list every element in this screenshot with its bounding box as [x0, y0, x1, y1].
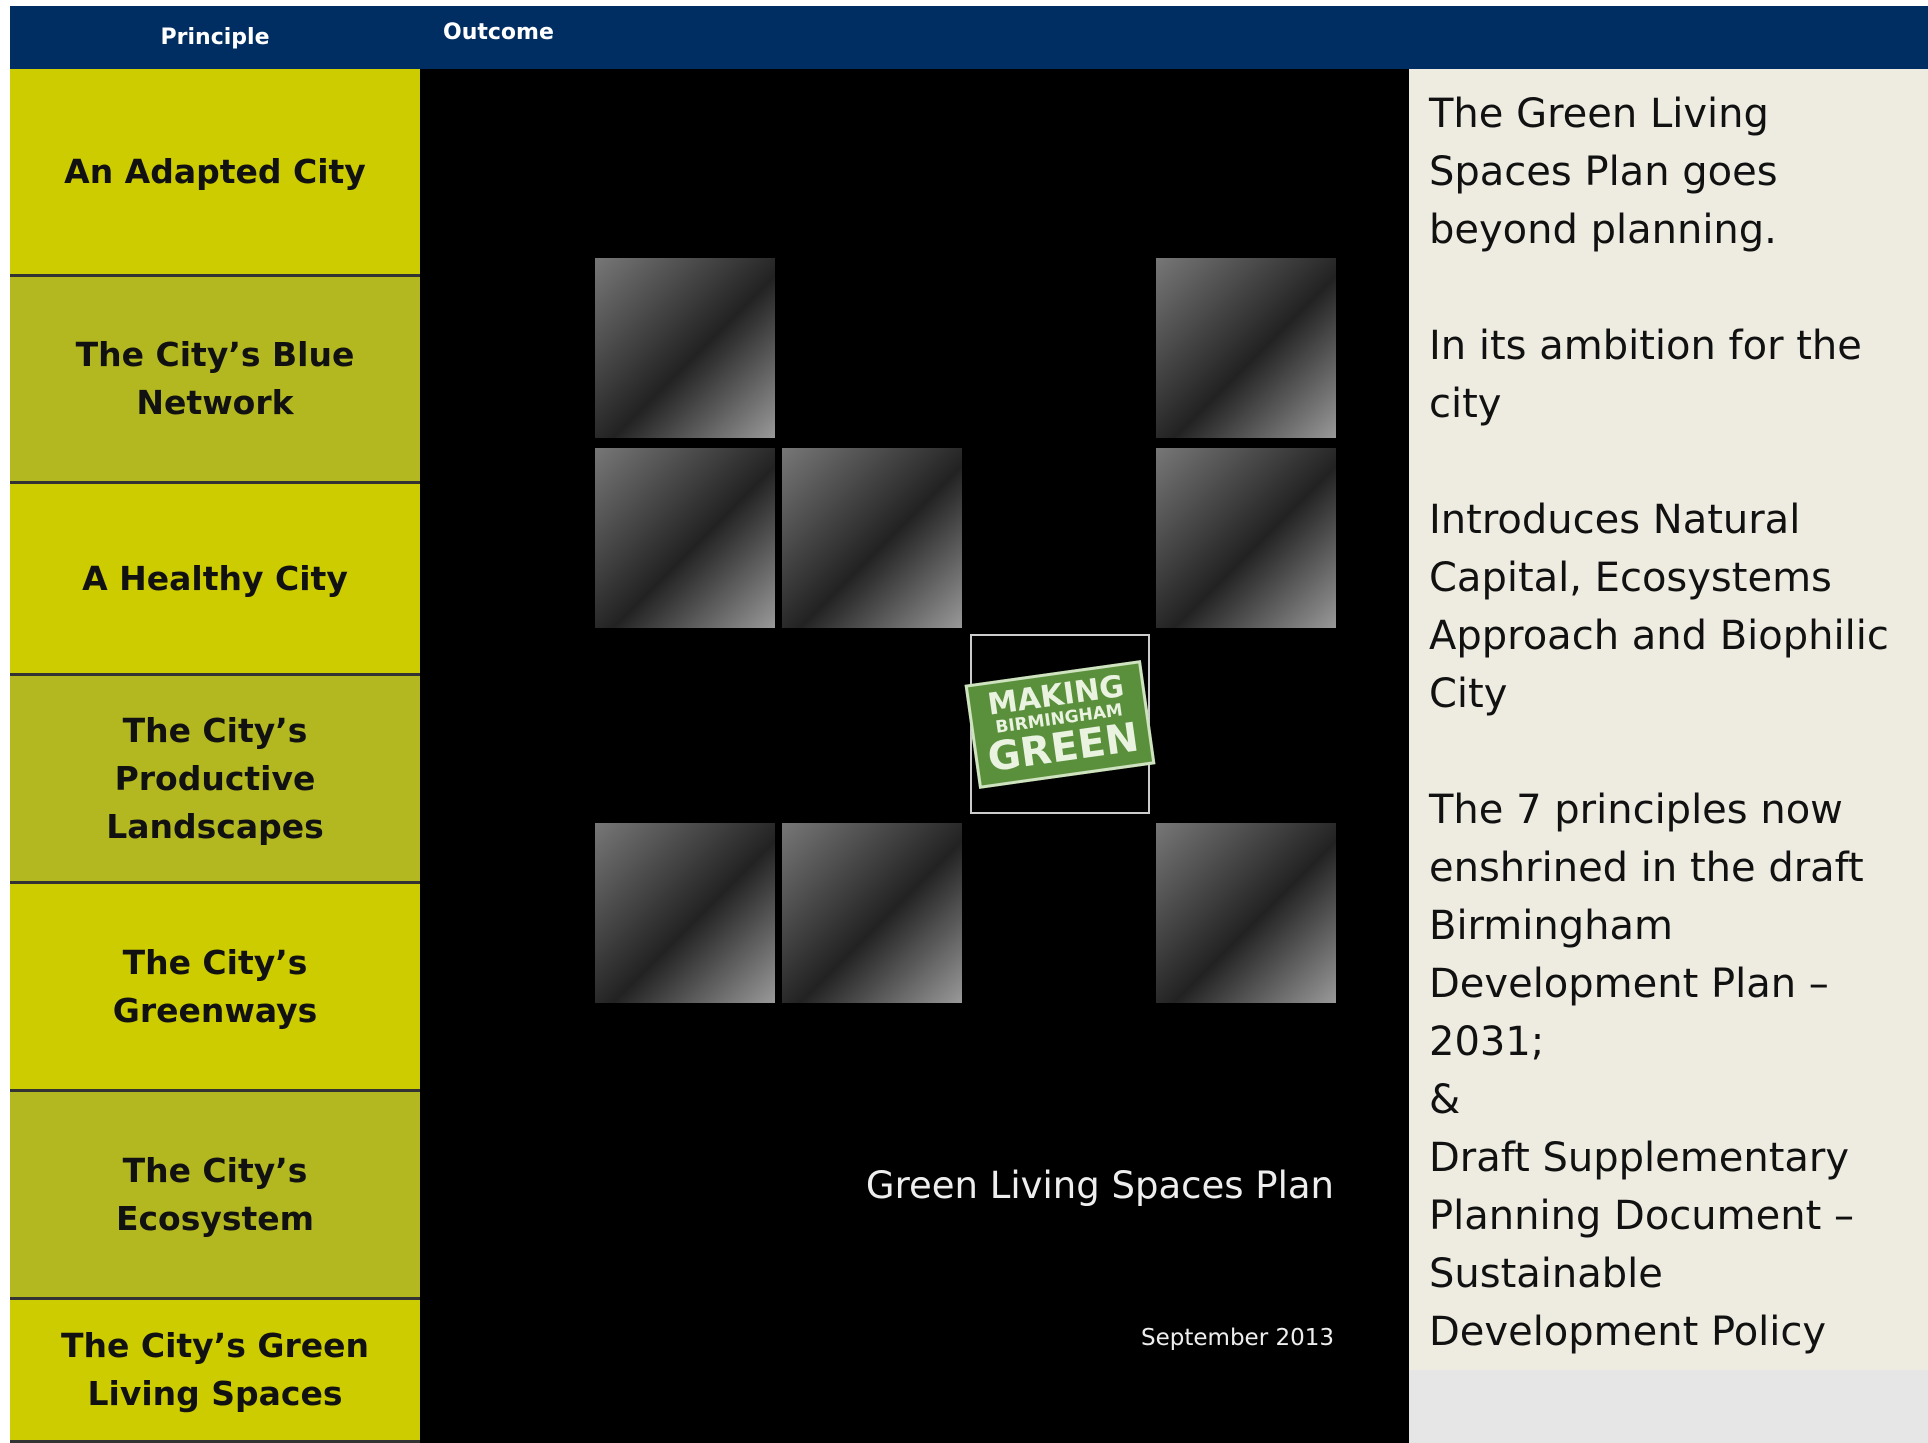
header-outcome: Outcome [443, 6, 554, 69]
photo [782, 448, 962, 628]
photo [1156, 823, 1336, 1003]
principle-cell: The City’s Blue Network [10, 277, 420, 484]
principle-cell: The City’s Green Living Spaces [10, 1300, 420, 1443]
photo [782, 823, 962, 1003]
principle-cell: The City’s Ecosystem [10, 1092, 420, 1300]
text-line: In its ambition for the city [1429, 317, 1918, 433]
photo [595, 448, 775, 628]
principle-cell: The City’s Greenways [10, 884, 420, 1092]
principle-cell: An Adapted City [10, 69, 420, 277]
photo [1156, 448, 1336, 628]
text-line: Draft Supplementary Planning Document – … [1429, 1129, 1918, 1361]
outcome-text: The Green Living Spaces Plan goes beyond… [1409, 69, 1928, 1370]
panel-footer [1409, 1370, 1928, 1443]
paragraph: The Green Living Spaces Plan goes beyond… [1429, 85, 1918, 259]
photo [1156, 258, 1336, 438]
text-line: & [1429, 1071, 1918, 1129]
paragraph: In its ambition for the city [1429, 317, 1918, 433]
text-line: The Green Living Spaces Plan goes beyond… [1429, 85, 1918, 259]
cover-date: September 2013 [1141, 1325, 1334, 1351]
header-principle: Principle [10, 6, 420, 69]
paragraph: The 7 principles now enshrined in the dr… [1429, 781, 1918, 1361]
photo [595, 823, 775, 1003]
text-line: The 7 principles now enshrined in the dr… [1429, 781, 1918, 1071]
cover-title: Green Living Spaces Plan [866, 1164, 1334, 1207]
text-line: Introduces Natural Capital, Ecosystems A… [1429, 491, 1918, 723]
photo [595, 258, 775, 438]
page: Principle Outcome An Adapted CityThe Cit… [0, 0, 1928, 1443]
paragraph: Introduces Natural Capital, Ecosystems A… [1429, 491, 1918, 723]
principle-cell: The City’s Productive Landscapes [10, 676, 420, 884]
principle-cell: A Healthy City [10, 484, 420, 676]
